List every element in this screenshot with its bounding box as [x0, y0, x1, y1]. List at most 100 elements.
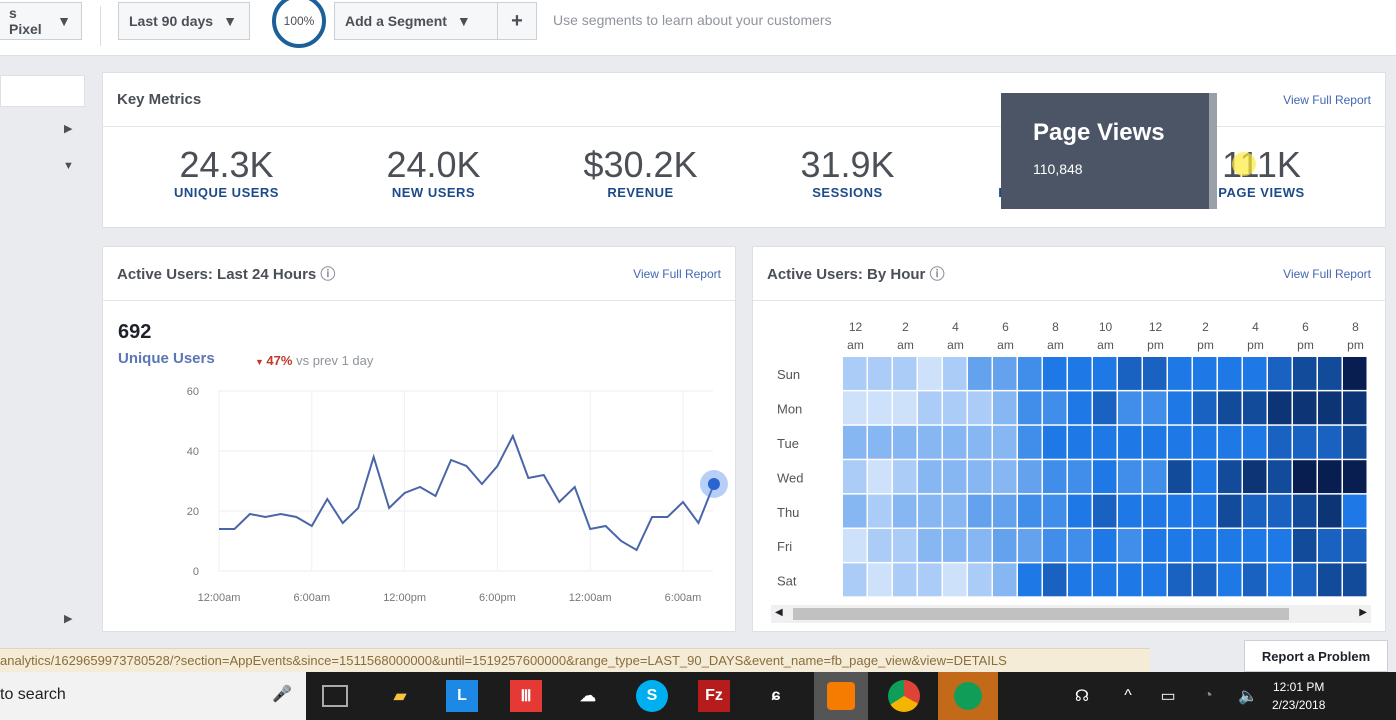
heatmap-cell [1118, 494, 1142, 528]
heatmap-cell [1318, 460, 1342, 494]
taskbar-search[interactable]: to search 🎤 [0, 672, 306, 720]
horizontal-scrollbar[interactable]: ◀ ▶ [771, 605, 1371, 623]
battery-icon[interactable]: ▭ [1160, 688, 1176, 705]
y-tick-label: 40 [187, 446, 199, 458]
heatmap-cell [893, 494, 917, 528]
heatmap-cell [1068, 529, 1092, 562]
view-full-report-link[interactable]: View Full Report [1283, 266, 1371, 281]
chevron-down-icon[interactable]: ▼ [63, 160, 74, 172]
skype-icon[interactable]: S [636, 680, 668, 712]
col-label-period: am [1047, 338, 1064, 352]
heatmap-cell [1293, 494, 1317, 528]
heatmap-cell [1018, 529, 1042, 562]
heatmap-cell [1018, 460, 1042, 494]
heatmap-cell [968, 563, 992, 597]
report-problem-button[interactable]: Report a Problem [1244, 640, 1388, 672]
heatmap-cell [1018, 494, 1042, 528]
heatmap-cell [1218, 425, 1242, 459]
metric-new-users[interactable]: 24.0K NEW USERS [330, 147, 537, 201]
metric-revenue[interactable]: $30.2K REVENUE [537, 147, 744, 201]
orange-app-icon[interactable] [814, 672, 868, 720]
heatmap-cell [868, 425, 892, 459]
heatmap-cell [868, 529, 892, 562]
row-label: Wed [777, 470, 804, 485]
heatmap-cell [1068, 391, 1092, 425]
chevron-up-icon[interactable]: ^ [1124, 687, 1132, 704]
hangouts-icon[interactable] [938, 672, 998, 720]
task-view-icon[interactable] [322, 685, 348, 707]
heatmap-cell [1193, 460, 1217, 494]
x-tick-label: 12:00pm [383, 592, 426, 604]
microphone-icon[interactable]: 🎤 [272, 686, 292, 703]
heatmap-cell [1093, 425, 1117, 459]
segment-hint: Use segments to learn about your custome… [553, 12, 832, 28]
heatmap-cell [1143, 425, 1167, 459]
heatmap-cell [993, 460, 1017, 494]
red-app-icon[interactable]: Ⅲ [510, 680, 542, 712]
info-icon[interactable]: ⓘ [320, 266, 336, 283]
heatmap-cell [1343, 425, 1367, 459]
heatmap-cell [943, 563, 967, 597]
heatmap-cell [1093, 391, 1117, 425]
col-label-period: pm [1247, 338, 1264, 352]
wifi-icon[interactable]: ◔ [1203, 687, 1213, 704]
heatmap-cell [968, 425, 992, 459]
row-label: Fri [777, 539, 792, 554]
heatmap-cell [1068, 460, 1092, 494]
top-toolbar: s Pixel ▼ Last 90 days ▼ 100% Add a Segmen… [0, 0, 1396, 56]
heatmap-cell [918, 460, 942, 494]
active-user-count: 692 [118, 321, 152, 343]
tooltip-title: Page Views [1033, 119, 1165, 146]
chevron-right-icon[interactable]: ▶ [64, 123, 73, 135]
info-icon[interactable]: ⓘ [929, 266, 945, 283]
metric-sessions[interactable]: 31.9K SESSIONS [744, 147, 951, 201]
view-full-report-link[interactable]: View Full Report [633, 266, 721, 281]
heatmap-cell [993, 529, 1017, 562]
heatmap-cell [1118, 460, 1142, 494]
cursor-highlight [1232, 152, 1256, 176]
add-segment-dropdown[interactable]: Add a Segment ▼ [334, 2, 498, 40]
system-clock[interactable]: 12:01 PM 2/23/2018 [1272, 678, 1325, 714]
cloud-app-icon[interactable]: ☁ [580, 688, 596, 705]
row-label: Sun [777, 367, 800, 382]
heatmap-cell [1068, 357, 1092, 390]
filezilla-icon[interactable]: Fz [698, 680, 730, 712]
sidebar-search[interactable] [0, 75, 85, 107]
y-tick-label: 0 [193, 566, 199, 578]
heatmap-cell [943, 460, 967, 494]
add-segment-button[interactable]: + [497, 2, 537, 40]
heatmap-cell [918, 391, 942, 425]
heatmap-cell [1343, 494, 1367, 528]
heatmap-cell [1143, 529, 1167, 562]
chevron-right-icon[interactable]: ▶ [64, 613, 73, 625]
heatmap-cell [1343, 357, 1367, 390]
metric-unique-users[interactable]: 24.3K UNIQUE USERS [123, 147, 330, 201]
date-range-dropdown[interactable]: Last 90 days ▼ [118, 2, 250, 40]
dragon-icon[interactable]: ɕ [771, 687, 781, 704]
heatmap-cell [1193, 529, 1217, 562]
heatmap-cell [1168, 460, 1192, 494]
heatmap-cell [993, 357, 1017, 390]
heatmap-cell [843, 460, 867, 494]
view-full-report-link[interactable]: View Full Report [1283, 92, 1371, 107]
col-label-period: pm [1347, 338, 1364, 352]
heatmap-cell [1093, 529, 1117, 562]
people-icon[interactable]: ☊ [1074, 688, 1090, 705]
metric-name: Unique Users [118, 350, 215, 367]
scroll-left-icon[interactable]: ◀ [775, 607, 783, 618]
metric-label: NEW USERS [391, 185, 476, 200]
divider [100, 6, 101, 46]
l-app-icon[interactable]: L [446, 680, 478, 712]
source-dropdown[interactable]: s Pixel ▼ [0, 2, 82, 40]
heatmap-cell [1318, 425, 1342, 459]
scrollbar-thumb[interactable] [793, 608, 1289, 620]
data-line [219, 433, 715, 552]
file-explorer-icon[interactable]: ▰ [393, 688, 407, 705]
chrome-icon[interactable] [888, 680, 920, 712]
col-label-hour: 12 [849, 320, 863, 334]
scroll-right-icon[interactable]: ▶ [1359, 607, 1367, 618]
col-label-period: am [897, 338, 914, 352]
heatmap-chart: Sun Mon Tue Wed Thu Fri Sat 12 am 2 am 4 am 6 am 8 am 10 a… [777, 320, 1367, 597]
volume-icon[interactable]: 🔈 [1238, 688, 1258, 705]
heatmap-cell [1243, 563, 1267, 597]
